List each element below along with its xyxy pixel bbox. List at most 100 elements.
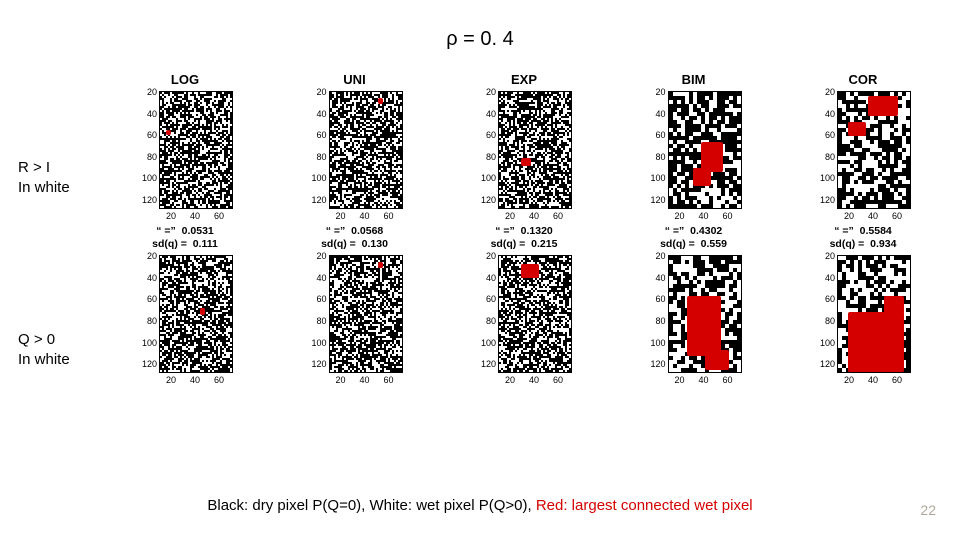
plot-row1-exp: 20406080100120204060 — [476, 91, 572, 219]
ytick: 20 — [147, 87, 157, 97]
stats: = 0.5584sd(q) = 0.934 — [830, 225, 897, 251]
ytick: 80 — [147, 316, 157, 326]
red-cluster — [884, 296, 904, 314]
sd-value: 0.934 — [870, 238, 896, 250]
ytick: 60 — [655, 130, 665, 140]
xtick: 60 — [553, 211, 563, 221]
xtick: 40 — [529, 375, 539, 385]
red-cluster — [705, 350, 729, 370]
ytick: 40 — [825, 109, 835, 119]
xtick: 60 — [383, 211, 393, 221]
plot-row2-uni: 20406080100120204060 — [307, 255, 403, 383]
x-ticks: 20 40 60 — [498, 211, 570, 221]
ytick: 120 — [481, 359, 496, 369]
ytick: 40 — [316, 273, 326, 283]
plot-row1-bim: 20406080100120204060 — [646, 91, 742, 219]
ytick: 120 — [820, 359, 835, 369]
ytick: 60 — [147, 130, 157, 140]
ytick: 80 — [316, 152, 326, 162]
plot-canvas — [498, 255, 572, 373]
ytick: 120 — [311, 359, 326, 369]
red-cluster — [693, 168, 711, 186]
plot-canvas — [668, 255, 742, 373]
caption-red: Red: largest connected wet pixel — [536, 497, 753, 514]
ytick: 40 — [655, 109, 665, 119]
panels: LOG20406080100120204060 = 0.0531sd(q) = … — [108, 72, 940, 383]
ytick: 80 — [486, 152, 496, 162]
red-cluster — [848, 312, 904, 372]
xtick: 60 — [553, 375, 563, 385]
ytick: 100 — [142, 338, 157, 348]
red-cluster — [378, 262, 383, 268]
red-cluster — [687, 296, 721, 356]
sd-label: sd(q) = — [830, 238, 865, 250]
xtick: 40 — [529, 211, 539, 221]
sd-value: 0.215 — [531, 238, 557, 250]
x-ticks: 204060 — [498, 375, 570, 385]
ytick: 100 — [311, 338, 326, 348]
column-title: UNI — [343, 72, 365, 87]
plot-canvas — [329, 255, 403, 373]
ytick: 120 — [142, 195, 157, 205]
plot-canvas — [837, 255, 911, 373]
ytick: 80 — [316, 316, 326, 326]
column-log: LOG20406080100120204060 = 0.0531sd(q) = … — [108, 72, 262, 383]
ytick: 100 — [650, 338, 665, 348]
red-cluster — [868, 96, 898, 116]
stats: = 0.1320sd(q) = 0.215 — [491, 225, 558, 251]
plot-row1-cor: 20406080100120204060 — [815, 91, 911, 219]
ytick: 120 — [650, 195, 665, 205]
column-title: COR — [849, 72, 878, 87]
ytick: 20 — [655, 251, 665, 261]
xtick: 20 — [674, 211, 684, 221]
sd-label: sd(q) = — [660, 238, 695, 250]
ytick: 40 — [655, 273, 665, 283]
q-label: = — [834, 225, 854, 237]
sd-label: sd(q) = — [321, 238, 356, 250]
xtick: 40 — [698, 375, 708, 385]
caption-black-white: Black: dry pixel P(Q=0), White: wet pixe… — [207, 497, 535, 514]
x-ticks: 20 40 60 — [159, 375, 231, 385]
ytick: 100 — [820, 338, 835, 348]
xtick: 20 — [505, 211, 515, 221]
ytick: 120 — [820, 195, 835, 205]
sd-value: 0.130 — [362, 238, 388, 250]
x-ticks: 204060 — [837, 211, 909, 221]
ytick: 20 — [486, 251, 496, 261]
ytick: 40 — [486, 109, 496, 119]
stats: = 0.0568sd(q) = 0.130 — [321, 225, 388, 251]
ytick: 60 — [486, 294, 496, 304]
xtick: 20 — [335, 211, 345, 221]
ytick: 60 — [147, 294, 157, 304]
red-cluster — [848, 122, 866, 136]
ytick: 40 — [147, 109, 157, 119]
plot-row1-log: 20406080100120204060 — [137, 91, 233, 219]
plot-row1-uni: 20406080100120204060 — [307, 91, 403, 219]
sd-label: sd(q) = — [491, 238, 526, 250]
ytick: 20 — [486, 87, 496, 97]
xtick: 60 — [214, 211, 224, 221]
sd-label: sd(q) = — [152, 238, 187, 250]
red-cluster — [378, 98, 383, 104]
ytick: 20 — [825, 87, 835, 97]
ytick: 120 — [481, 195, 496, 205]
sd-value: 0.111 — [193, 238, 218, 250]
xtick: 40 — [190, 375, 200, 385]
column-exp: EXP20406080100120204060 = 0.1320sd(q) = … — [447, 72, 601, 383]
ytick: 20 — [655, 87, 665, 97]
ytick: 80 — [486, 316, 496, 326]
column-uni: UNI20406080100120204060 = 0.0568sd(q) = … — [278, 72, 432, 383]
caption: Black: dry pixel P(Q=0), White: wet pixe… — [0, 497, 960, 514]
plot-canvas — [668, 91, 742, 209]
q-value: 0.0531 — [182, 225, 214, 237]
xtick: 60 — [214, 375, 224, 385]
xtick: 20 — [166, 375, 176, 385]
xtick: 20 — [335, 375, 345, 385]
plot-canvas — [837, 91, 911, 209]
plot-canvas — [159, 91, 233, 209]
xtick: 20 — [844, 211, 854, 221]
ytick: 20 — [825, 251, 835, 261]
q-value: 0.5584 — [860, 225, 892, 237]
ytick: 120 — [311, 195, 326, 205]
red-cluster — [521, 158, 531, 166]
